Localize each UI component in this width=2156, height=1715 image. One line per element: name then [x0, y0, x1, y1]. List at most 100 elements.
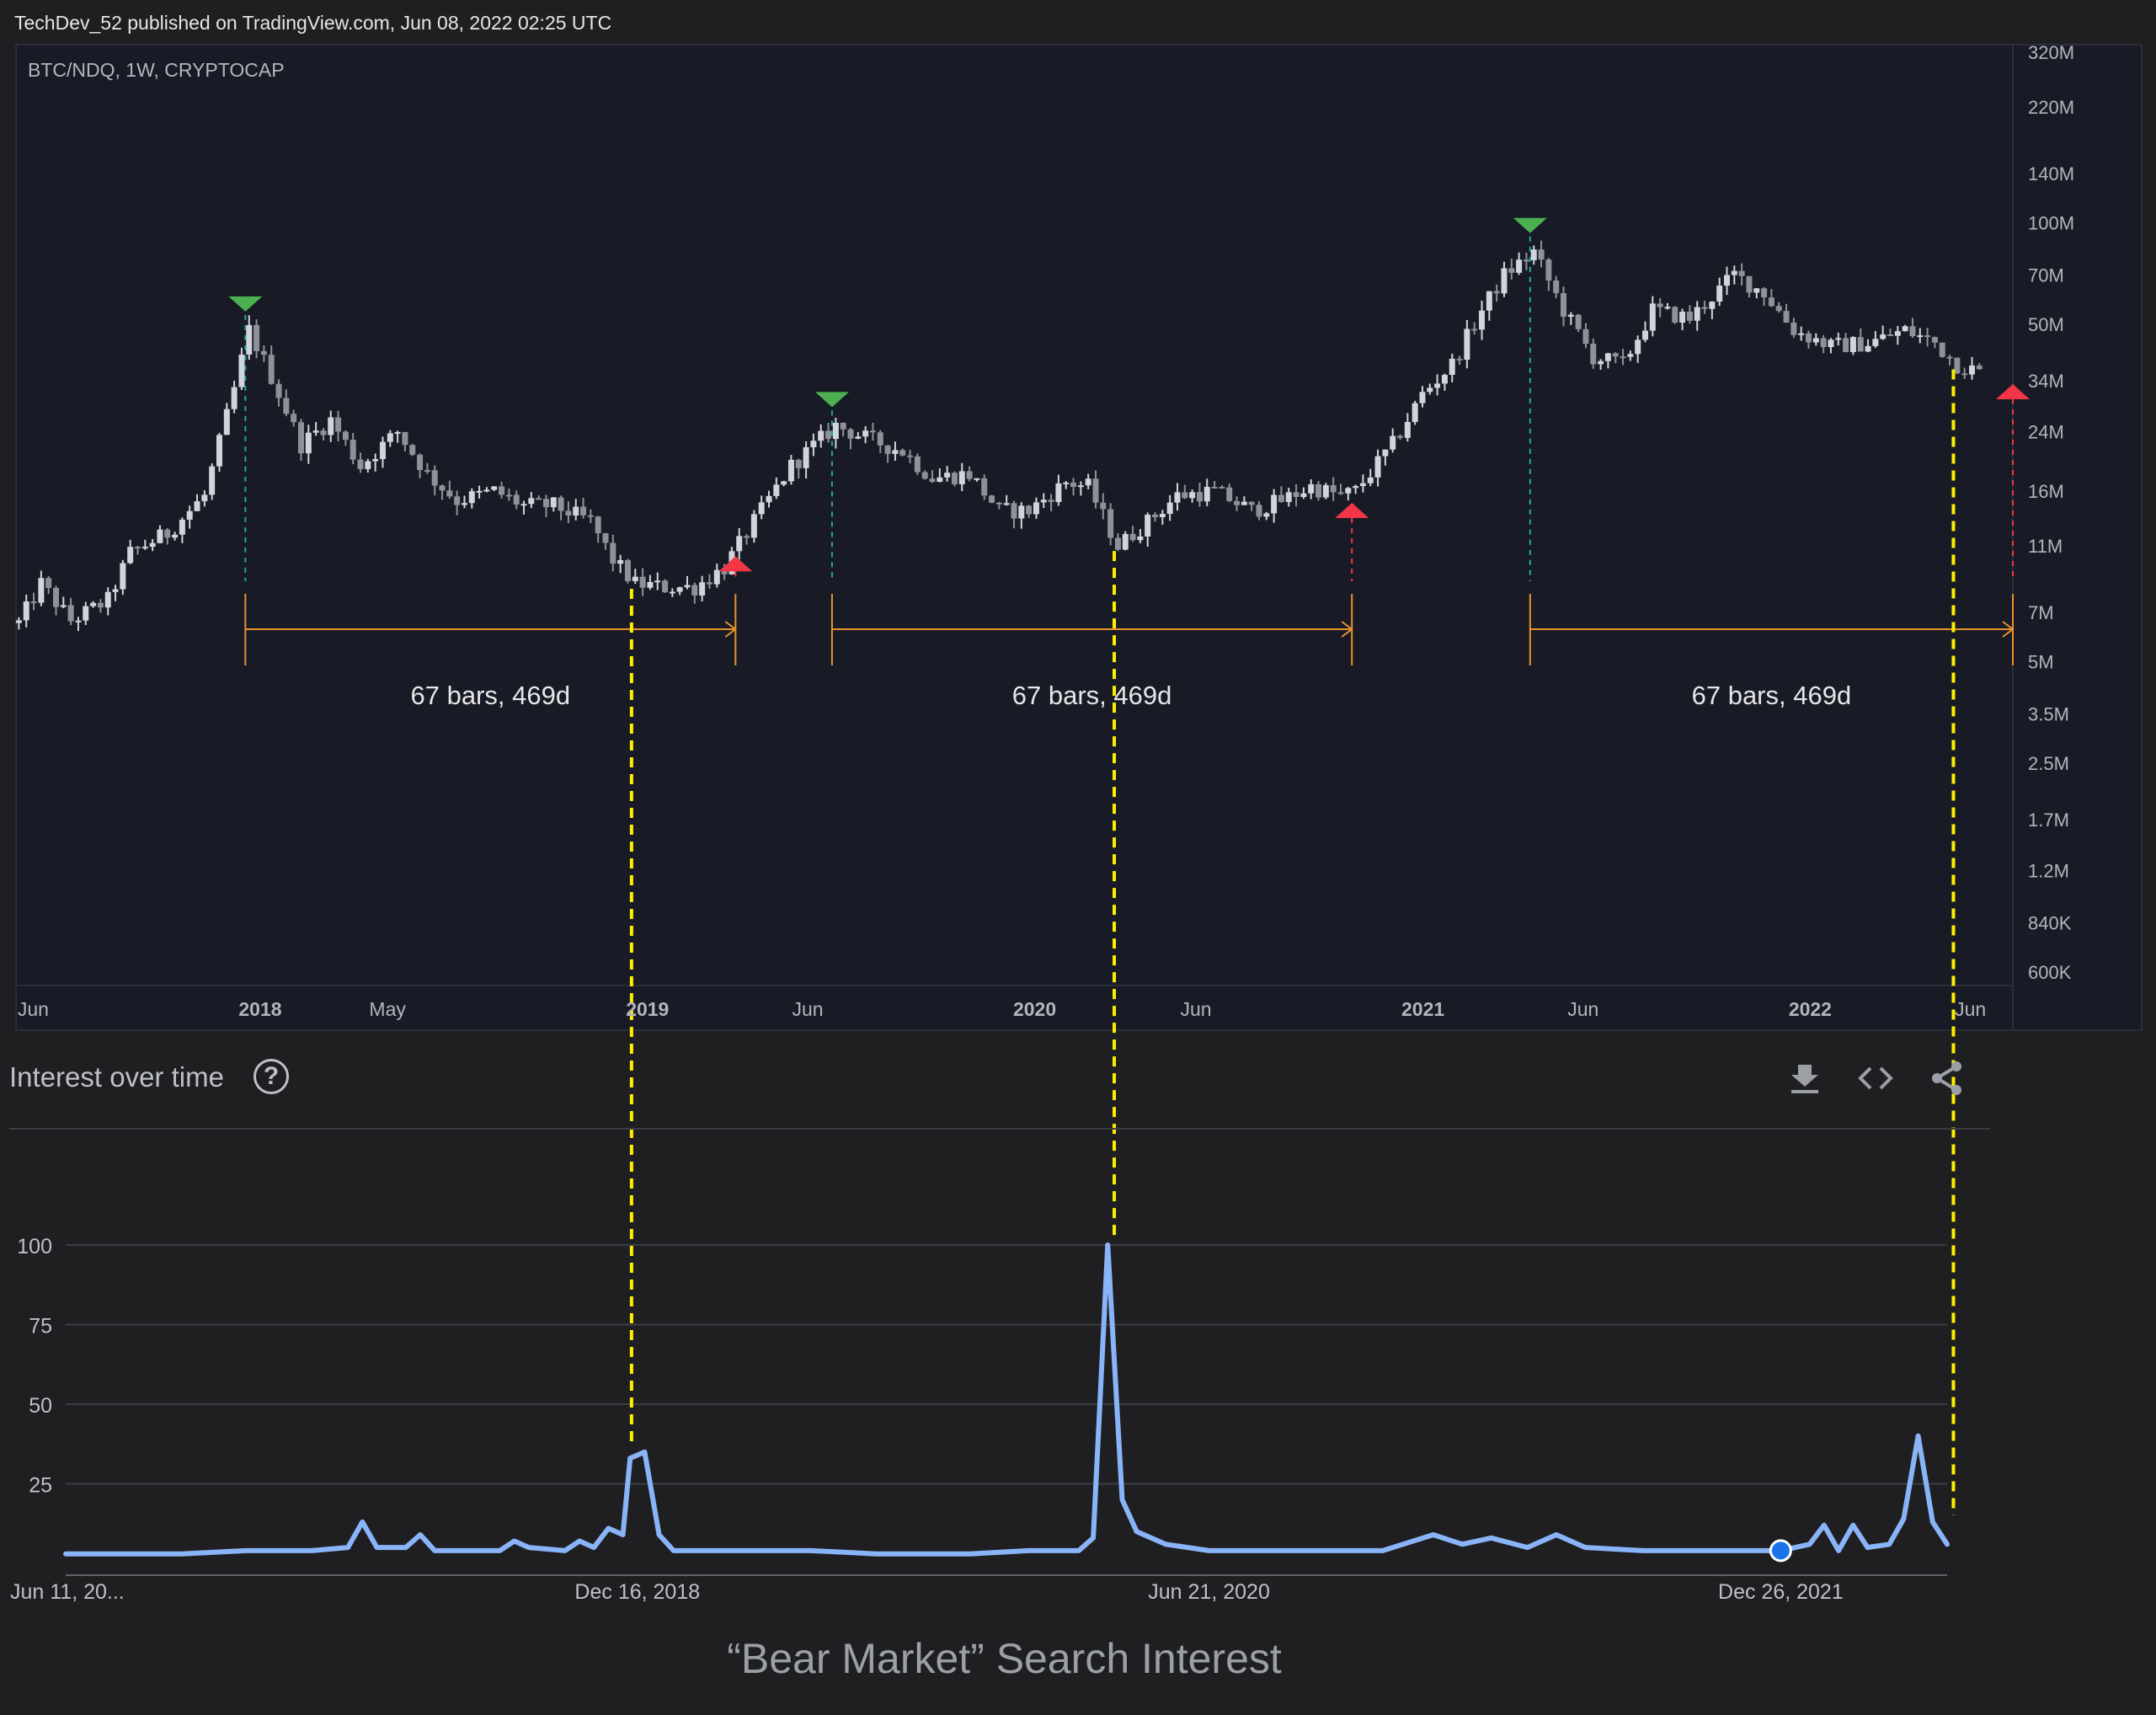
- candle-body: [499, 486, 505, 495]
- candle-body: [810, 441, 817, 447]
- candle-body: [766, 495, 772, 503]
- candle-body: [944, 473, 951, 478]
- candle-body: [907, 455, 914, 457]
- candle-body: [1917, 335, 1924, 338]
- candle-body: [639, 576, 646, 588]
- candle-body: [1359, 483, 1366, 487]
- candle-body: [899, 450, 906, 456]
- candle-body: [104, 591, 111, 608]
- candle-body: [424, 470, 430, 473]
- trend-x-tick-label: Dec 16, 2018: [574, 1580, 700, 1604]
- candle-body: [1070, 482, 1077, 488]
- trends-header-divider: [9, 1128, 1990, 1130]
- candle-body: [1203, 486, 1210, 502]
- candle-body: [209, 466, 216, 495]
- candle-body: [1174, 492, 1181, 503]
- candle-body: [1872, 339, 1879, 346]
- candle-body: [1055, 483, 1062, 503]
- candle-body: [23, 601, 29, 621]
- hover-point: [1769, 1539, 1792, 1563]
- candle-body: [1635, 339, 1641, 355]
- candle-body: [558, 497, 564, 511]
- candle-body: [1939, 342, 1945, 357]
- candle-body: [921, 472, 928, 479]
- candle-body: [862, 430, 869, 437]
- trend-x-tick-label: Dec 26, 2021: [1718, 1580, 1844, 1604]
- candle-body: [275, 383, 282, 398]
- candle-body: [602, 533, 609, 543]
- candle-body: [1026, 505, 1033, 515]
- candle-body: [1731, 270, 1737, 275]
- candle-body: [840, 422, 846, 430]
- candle-body: [1367, 477, 1374, 484]
- candle-body: [884, 445, 891, 454]
- price-x-tick-label: Jun: [18, 998, 49, 1020]
- candle-body: [1969, 365, 1976, 375]
- candle-body: [1612, 353, 1619, 357]
- candle-body: [565, 510, 572, 516]
- candle-body: [1322, 484, 1329, 498]
- candle-body: [1806, 333, 1812, 343]
- candle-body: [981, 478, 988, 496]
- candle-body: [1479, 310, 1486, 330]
- price-x-tick-label: 2021: [1401, 998, 1444, 1020]
- candle-body: [141, 547, 148, 549]
- candle-body: [1561, 293, 1567, 318]
- candle-body: [1382, 449, 1389, 457]
- candle-body: [372, 458, 379, 462]
- candle-body: [832, 422, 839, 440]
- candle-body: [1649, 303, 1656, 331]
- tradingview-chart-panel: [15, 44, 2143, 1031]
- candle-body: [1887, 334, 1894, 337]
- price-y-tick-label: 3.5M: [2028, 703, 2069, 724]
- candle-body: [1761, 288, 1768, 298]
- candle-body: [172, 534, 179, 538]
- candle-body: [536, 498, 542, 500]
- candle-body: [1011, 503, 1017, 519]
- candle-body: [1122, 533, 1129, 550]
- candle-body: [1954, 357, 1961, 374]
- candle-body: [350, 440, 356, 460]
- share-icon[interactable]: [1929, 1060, 1966, 1097]
- candle-body: [1843, 338, 1849, 352]
- candle-body: [1293, 492, 1299, 498]
- candle-body: [1100, 502, 1107, 510]
- candle-body: [1337, 492, 1344, 494]
- candle-body: [1374, 456, 1381, 478]
- candle-body: [951, 473, 958, 484]
- candle-body: [1196, 492, 1203, 502]
- candle-body: [1828, 339, 1834, 348]
- candle-body: [528, 498, 535, 505]
- candle-body: [216, 435, 222, 467]
- candle-body: [402, 431, 408, 446]
- embed-code-icon[interactable]: [1857, 1060, 1894, 1097]
- candle-body: [1961, 373, 1968, 376]
- candle-body: [1880, 334, 1886, 339]
- candle-body: [1464, 329, 1470, 361]
- candle-body: [1820, 338, 1827, 348]
- candle-body: [1620, 356, 1626, 359]
- candle-body: [1664, 307, 1671, 309]
- candle-body: [253, 324, 260, 351]
- candle-body: [654, 580, 661, 583]
- candle-body: [669, 591, 675, 594]
- price-y-tick-label: 5M: [2028, 651, 2054, 672]
- candle-body: [624, 559, 631, 581]
- help-icon[interactable]: ?: [253, 1059, 289, 1094]
- candle-body: [632, 576, 638, 581]
- candle-body: [1724, 275, 1731, 286]
- candle-body: [357, 459, 364, 469]
- candle-body: [1152, 514, 1159, 517]
- candle-body: [1345, 488, 1352, 494]
- candle-body: [1716, 286, 1723, 302]
- candle-body: [60, 605, 67, 607]
- download-icon[interactable]: [1786, 1060, 1823, 1097]
- price-y-tick-label: 7M: [2028, 602, 2054, 623]
- peak-arrow-icon: [228, 296, 263, 312]
- candle-body: [1404, 421, 1411, 438]
- candle-body: [1798, 333, 1805, 335]
- candle-body: [83, 606, 89, 621]
- candle-body: [246, 324, 253, 355]
- trend-y-tick-label: 100: [17, 1235, 52, 1258]
- candle-body: [721, 569, 728, 574]
